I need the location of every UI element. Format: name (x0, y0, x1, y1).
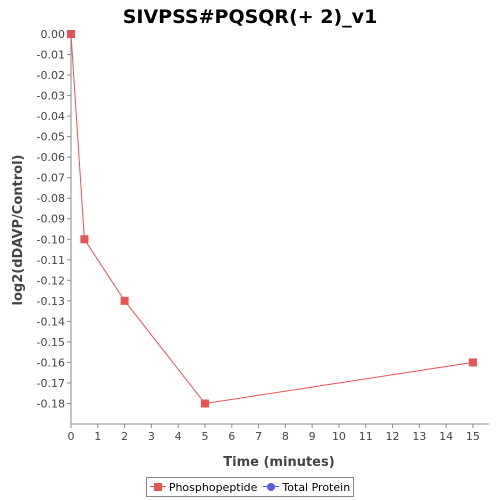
x-tick-label: 10 (332, 430, 346, 443)
y-tick-label: -0.06 (37, 151, 65, 164)
y-tick-label: -0.07 (37, 172, 65, 185)
y-tick-label: -0.02 (37, 69, 65, 82)
data-point (80, 235, 89, 244)
series-layer (67, 30, 477, 408)
y-tick-label: -0.01 (37, 49, 65, 62)
y-tick-label: -0.04 (37, 110, 65, 123)
y-tick-label: -0.16 (37, 356, 65, 369)
data-point (200, 399, 209, 408)
y-tick-label: -0.17 (37, 377, 65, 390)
x-axis-label: Time (minutes) (223, 455, 334, 470)
y-axis: 0.00 -0.01 -0.02 -0.03 -0.04 -0.05 -0.06 -0.07 -… (37, 28, 71, 410)
y-tick-label: -0.05 (37, 131, 65, 144)
legend-item-total-protein: Total Protein (263, 481, 350, 494)
legend: Phosphopeptide Total Protein (146, 477, 354, 497)
plot-area (70, 34, 489, 425)
y-tick-label: -0.11 (37, 254, 65, 267)
x-tick-label: 7 (255, 430, 262, 443)
x-tick-label: 4 (175, 430, 182, 443)
y-tick-label: -0.14 (37, 315, 65, 328)
x-tick-label: 8 (282, 430, 289, 443)
y-tick-label: -0.08 (37, 192, 65, 205)
x-tick-label: 15 (466, 430, 480, 443)
legend-swatch-square-icon (149, 482, 166, 492)
y-tick-label: 0.00 (41, 28, 66, 41)
x-tick-label: 2 (121, 430, 128, 443)
y-tick-label: -0.13 (37, 295, 65, 308)
legend-label-total-protein: Total Protein (282, 480, 351, 494)
legend-label-phosphopeptide: Phosphopeptide (168, 480, 258, 494)
y-tick-label: -0.09 (37, 213, 65, 226)
x-tick-label: 6 (228, 430, 235, 443)
data-point (67, 30, 75, 38)
data-point (468, 358, 477, 367)
y-tick-label: -0.12 (37, 274, 65, 287)
y-tick-label: -0.15 (37, 336, 65, 349)
x-tick-label: 14 (439, 430, 453, 443)
x-tick-label: 3 (148, 430, 155, 443)
y-axis-label: log2(dDAVP/Control) (11, 155, 26, 306)
x-axis: 0 1 2 3 4 5 6 7 8 9 10 11 12 13 14 15 (68, 424, 480, 443)
y-tick-label: -0.03 (37, 90, 65, 103)
x-tick-label: 0 (68, 430, 75, 443)
y-tick-label: -0.18 (37, 397, 65, 410)
x-tick-label: 1 (94, 430, 101, 443)
data-point (120, 296, 129, 305)
x-tick-label: 12 (386, 430, 400, 443)
x-tick-label: 5 (201, 430, 208, 443)
chart-title: SIVPSS#PQSQR(+ 2)_v1 (123, 6, 378, 28)
x-tick-label: 9 (309, 430, 316, 443)
legend-swatch-circle-icon (263, 482, 280, 492)
x-tick-label: 13 (412, 430, 426, 443)
plot-background (71, 34, 489, 424)
y-tick-label: -0.10 (37, 233, 65, 246)
legend-item-phosphopeptide: Phosphopeptide (149, 480, 258, 494)
x-tick-label: 11 (359, 430, 373, 443)
